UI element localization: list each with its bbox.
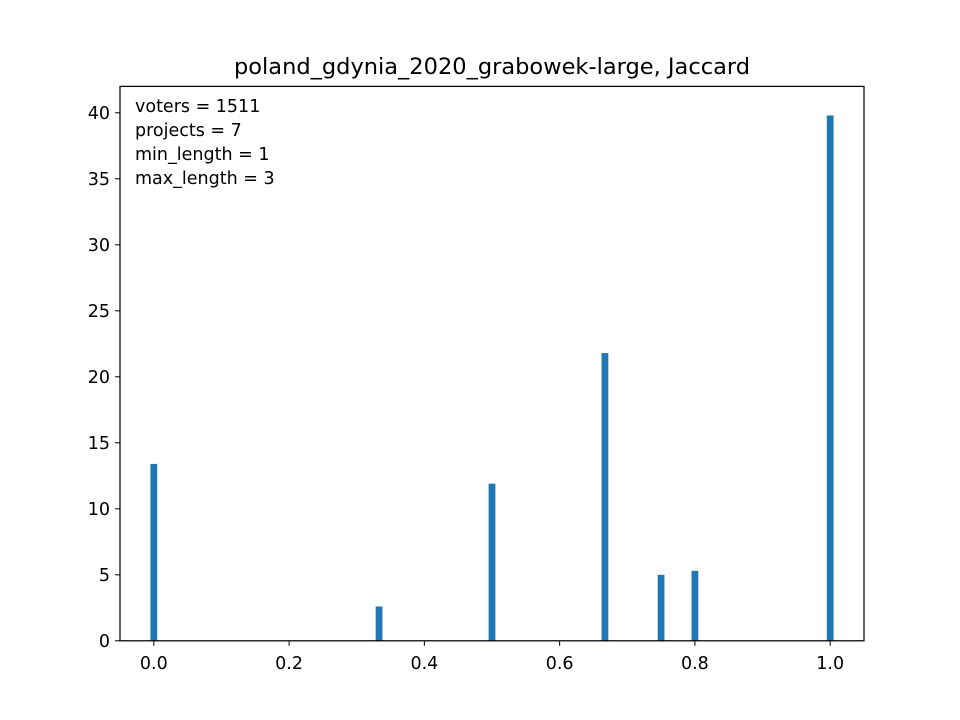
info-line: voters = 1511 <box>135 97 260 117</box>
bar-3 <box>601 353 609 641</box>
y-tick-label: 5 <box>99 566 110 586</box>
y-tick-label: 10 <box>88 500 110 520</box>
x-tick-label: 0.6 <box>546 654 574 674</box>
y-tick-label: 0 <box>99 632 110 652</box>
y-tick-label: 15 <box>88 434 110 454</box>
chart-title: poland_gdynia_2020_grabowek-large, Jacca… <box>234 54 750 80</box>
bar-5 <box>691 570 699 641</box>
x-tick-label: 0.0 <box>140 654 168 674</box>
x-tick-label: 0.2 <box>275 654 303 674</box>
bar-4 <box>657 574 665 641</box>
x-tick-label: 0.4 <box>410 654 438 674</box>
bars-group <box>150 115 834 641</box>
info-line: max_length = 3 <box>135 169 275 189</box>
bar-0 <box>150 463 158 641</box>
y-tick-label: 25 <box>88 302 110 322</box>
plot-frame <box>119 85 865 642</box>
y-tick-label: 30 <box>88 236 110 256</box>
info-box: voters = 1511 projects = 7 min_length = 1 m… <box>135 97 275 189</box>
x-axis: 0.0 0.2 0.4 0.6 0.8 1.0 <box>140 640 844 674</box>
bar-1 <box>375 606 383 641</box>
info-line: projects = 7 <box>135 121 242 141</box>
x-tick-label: 1.0 <box>816 654 844 674</box>
y-tick-label: 40 <box>88 104 110 124</box>
bar-6 <box>826 115 834 641</box>
y-axis: 0 5 10 15 20 25 30 35 40 <box>88 104 120 652</box>
x-tick-label: 0.8 <box>681 654 709 674</box>
info-line: min_length = 1 <box>135 145 269 165</box>
bar-2 <box>488 483 496 641</box>
y-tick-label: 20 <box>88 368 110 388</box>
y-tick-label: 35 <box>88 170 110 190</box>
